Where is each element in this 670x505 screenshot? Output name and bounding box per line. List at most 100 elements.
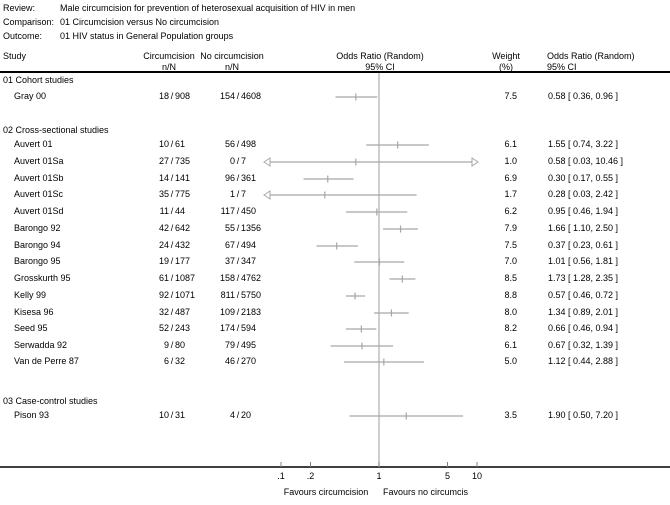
col-header-weight: Weight [492,51,520,61]
treat-nN: 6/32 [112,356,232,367]
weight-value: 6.9 [504,173,517,183]
weight-value: 7.5 [504,240,517,250]
treat-nN-numerator: 18 [158,91,169,101]
control-nN-slash: / [236,139,240,149]
study-name: Barongo 92 [14,223,61,233]
control-nN-slash: / [236,240,240,250]
treat-nN-denominator: 141 [175,173,191,183]
comparison-label: Comparison: [3,17,55,27]
weight-value: 6.2 [504,206,517,216]
control-nN: 96/361 [178,173,298,184]
or-ci-text: 1.90 [ 0.50, 7.20 ] [548,410,619,420]
or-ci-text: 0.58 [ 0.03, 10.46 ] [548,156,624,166]
control-nN-denominator: 7 [241,156,247,166]
treat-nN-denominator: 1071 [175,290,196,300]
col-header-or-text: Odds Ratio (Random) [547,51,635,61]
treat-nN-numerator: 14 [158,173,169,183]
review-label: Review: [3,3,36,13]
treat-nN: 92/1071 [112,290,232,301]
control-nN-slash: / [236,189,240,199]
or-ci-text: 0.95 [ 0.46, 1.94 ] [548,206,619,216]
group-header: 03 Case-control studies [3,396,98,406]
treat-nN-denominator: 735 [175,156,191,166]
treat-nN: 52/243 [112,323,232,334]
weight-value: 8.0 [504,307,517,317]
treat-nN-slash: / [170,356,174,366]
treat-nN: 61/1087 [112,273,232,284]
control-nN: 174/594 [178,323,298,334]
study-name: Kelly 99 [14,290,47,300]
study-name: Auvert 01Sc [14,189,64,199]
treat-nN: 10/31 [112,410,232,421]
group-header: 01 Cohort studies [3,75,74,85]
axis-tick-label: .1 [277,471,285,481]
control-nN-slash: / [236,290,240,300]
treat-nN-denominator: 642 [175,223,191,233]
treat-nN-denominator: 775 [175,189,191,199]
study-name: Kisesa 96 [14,307,54,317]
control-nN: 79/495 [178,340,298,351]
control-nN-numerator: 46 [224,356,235,366]
control-nN-numerator: 96 [224,173,235,183]
treat-nN-denominator: 432 [175,240,191,250]
control-nN-denominator: 4608 [241,91,262,101]
control-nN: 55/1356 [178,223,298,234]
treat-nN-slash: / [170,323,174,333]
treat-nN: 24/432 [112,240,232,251]
control-nN-denominator: 361 [241,173,257,183]
control-nN-numerator: 79 [224,340,235,350]
control-nN: 0/7 [178,156,298,167]
treat-nN-slash: / [170,410,174,420]
control-nN-denominator: 495 [241,340,257,350]
treat-nN: 27/735 [112,156,232,167]
control-nN-slash: / [236,206,240,216]
control-nN-numerator: 55 [224,223,235,233]
study-name: Auvert 01Sa [14,156,64,166]
treat-nN-denominator: 31 [175,410,186,420]
control-nN-denominator: 594 [241,323,257,333]
control-nN-numerator: 158 [219,273,235,283]
treat-nN: 35/775 [112,189,232,200]
treat-nN-slash: / [170,139,174,149]
control-nN-numerator: 0 [229,156,235,166]
col-header-or-text-ci: 95% CI [547,62,577,72]
col-header-or-plot-ci: 95% CI [365,62,395,72]
control-nN-denominator: 494 [241,240,257,250]
treat-nN: 14/141 [112,173,232,184]
favours-left-label: Favours circumcision [283,487,369,497]
control-nN: 56/498 [178,139,298,150]
study-name: Van de Perre 87 [14,356,79,366]
study-name: Barongo 95 [14,256,61,266]
treat-nN: 19/177 [112,256,232,267]
control-nN-slash: / [236,273,240,283]
treat-nN-numerator: 35 [158,189,169,199]
control-nN-slash: / [236,91,240,101]
col-header-circumcision: Circumcision [143,51,195,61]
control-nN-denominator: 347 [241,256,257,266]
treat-nN-slash: / [170,156,174,166]
col-header-study: Study [3,51,27,61]
control-nN-numerator: 4 [229,410,235,420]
treat-nN-numerator: 19 [158,256,169,266]
treat-nN-slash: / [170,240,174,250]
control-nN-slash: / [236,307,240,317]
treat-nN-numerator: 11 [159,206,169,216]
study-name: Serwadda 92 [14,340,68,350]
weight-value: 6.1 [504,340,517,350]
control-nN: 154/4608 [178,91,298,102]
treat-nN-numerator: 27 [158,156,169,166]
control-nN: 117/450 [178,206,298,217]
weight-value: 8.8 [504,290,517,300]
control-nN-numerator: 117 [220,206,235,216]
control-nN: 158/4762 [178,273,298,284]
or-ci-text: 1.01 [ 0.56, 1.81 ] [548,256,619,266]
control-nN-numerator: 174 [219,323,235,333]
or-ci-text: 0.30 [ 0.17, 0.55 ] [548,173,619,183]
weight-value: 6.1 [504,139,517,149]
weight-value: 8.5 [504,273,517,283]
control-nN: 46/270 [178,356,298,367]
control-nN: 4/20 [178,410,298,421]
control-nN-slash: / [236,173,240,183]
weight-value: 8.2 [504,323,517,333]
study-name: Seed 95 [14,323,48,333]
